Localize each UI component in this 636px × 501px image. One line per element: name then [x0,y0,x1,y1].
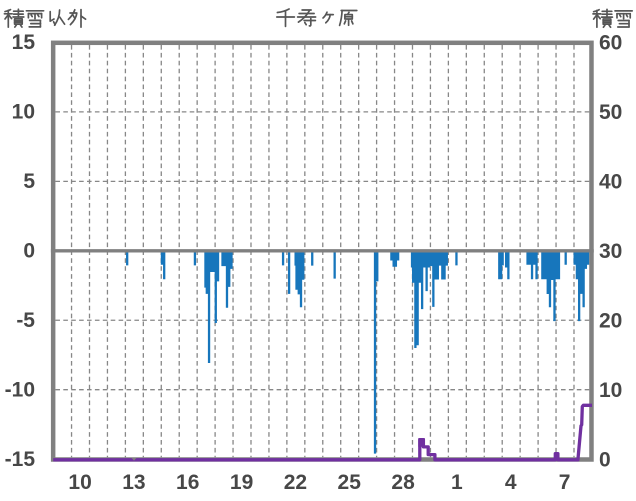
svg-text:10: 10 [599,379,622,402]
svg-text:-5: -5 [16,309,35,332]
svg-text:13: 13 [122,471,145,494]
svg-text:5: 5 [23,170,35,193]
svg-text:1: 1 [451,471,463,494]
svg-text:20: 20 [599,309,622,332]
svg-text:10: 10 [68,471,91,494]
svg-text:-10: -10 [5,379,35,402]
svg-text:40: 40 [599,171,622,194]
svg-text:30: 30 [599,240,622,263]
svg-text:19: 19 [230,471,253,494]
svg-text:7: 7 [559,471,571,494]
svg-text:25: 25 [338,471,362,494]
svg-text:22: 22 [284,471,307,494]
svg-text:10: 10 [12,101,35,124]
svg-text:0: 0 [599,448,611,471]
svg-text:28: 28 [391,471,415,494]
svg-text:-15: -15 [5,448,36,471]
svg-text:16: 16 [176,471,199,494]
svg-text:60: 60 [599,32,622,55]
svg-text:0: 0 [23,240,35,263]
svg-text:15: 15 [12,31,36,54]
svg-text:4: 4 [505,471,517,494]
svg-text:50: 50 [599,101,622,124]
